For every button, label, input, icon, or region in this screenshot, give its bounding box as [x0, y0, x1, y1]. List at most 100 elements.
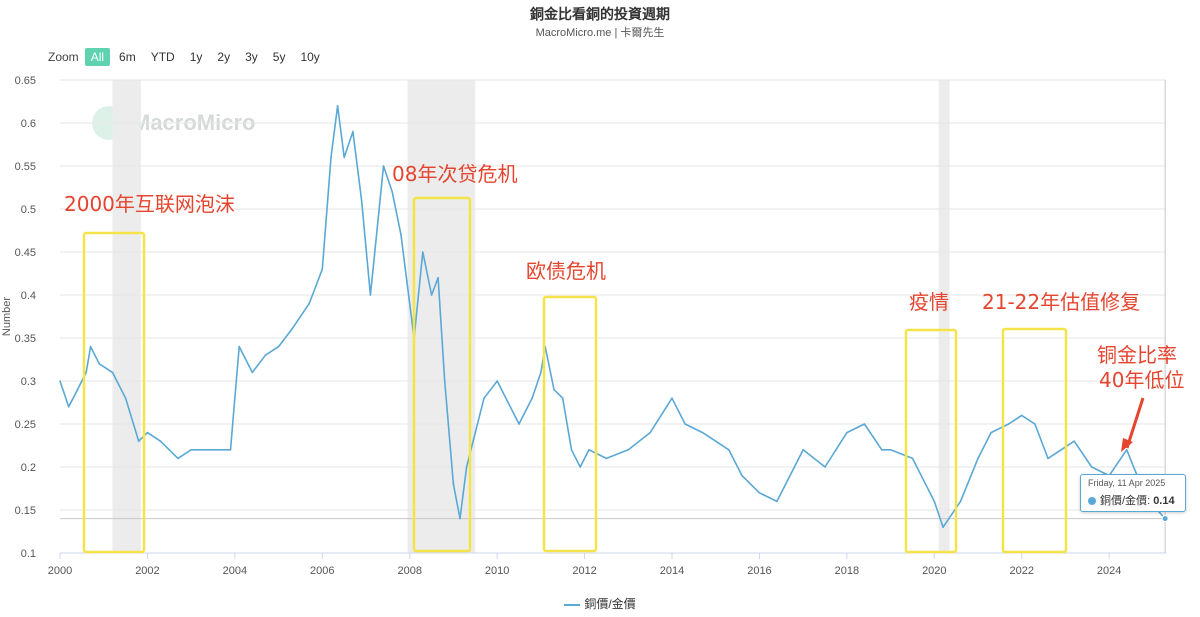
annotation-label: 21-22年估值修复 [982, 290, 1140, 314]
data-point [146, 431, 149, 434]
data-point [177, 457, 179, 460]
y-tick-label: 0.65 [15, 75, 36, 87]
data-point [59, 380, 61, 382]
zoom-ytd-button[interactable]: YTD [150, 50, 175, 64]
annotation-label: 疫情 [909, 290, 949, 314]
annotation-label: 2000年互联网泡沫 [64, 192, 235, 216]
data-point [741, 474, 743, 477]
x-tick-label: 2004 [223, 565, 247, 577]
x-tick-label: 2012 [572, 565, 596, 577]
data-point [671, 397, 673, 400]
annotation-box [82, 231, 146, 554]
annotation-label: 欧债危机 [526, 259, 606, 283]
annotation-box [904, 328, 958, 554]
data-point [373, 251, 376, 253]
zoom-2y-button[interactable]: 2y [217, 50, 231, 64]
data-point [330, 156, 332, 159]
annotation-label: 08年次贷危机 [392, 162, 517, 186]
data-point [308, 302, 310, 305]
tooltip-series-dot-icon [1088, 497, 1096, 506]
data-point [238, 345, 241, 348]
annotation-box [1001, 327, 1068, 554]
data-point [443, 380, 446, 382]
data-point [483, 397, 485, 400]
data-point [212, 449, 214, 451]
x-tick-label: 2018 [835, 565, 859, 577]
x-tick-label: 2008 [397, 565, 421, 577]
data-point [863, 423, 866, 425]
data-point [561, 397, 564, 400]
zoom-6m-button[interactable]: 6m [119, 50, 136, 64]
data-point [793, 466, 796, 468]
data-point [570, 449, 573, 451]
y-tick-label: 0.1 [21, 548, 36, 560]
data-point [465, 466, 468, 468]
data-point [1125, 449, 1128, 451]
annotation-arrow [1125, 397, 1145, 449]
data-point [159, 440, 162, 443]
annotation-box [412, 196, 472, 553]
data-point [846, 431, 848, 434]
data-point [190, 449, 192, 451]
legend-label: 銅價/金價 [584, 597, 636, 611]
data-point [459, 517, 461, 520]
data-point [933, 500, 936, 503]
tooltip-line: 銅價/金價: 0.14 [1088, 492, 1175, 508]
data-point [437, 277, 439, 279]
chart-title: 銅金比看銅的投資週期 [530, 6, 670, 22]
zoom-label: Zoom [48, 50, 79, 64]
data-point [98, 363, 101, 365]
data-point [509, 406, 512, 408]
zoom-3y-button[interactable]: 3y [245, 50, 258, 64]
data-point [518, 423, 520, 425]
data-point [714, 440, 717, 443]
data-point [336, 105, 339, 107]
data-point [360, 199, 363, 202]
data-point [776, 500, 778, 503]
y-tick-label: 0.25 [15, 419, 36, 431]
data-point [67, 406, 70, 408]
x-tick-label: 2006 [310, 565, 334, 577]
data-point [137, 440, 140, 443]
data-point [430, 294, 433, 296]
tooltip-value: 0.14 [1153, 495, 1175, 507]
legend[interactable]: 銅價/金價 [0, 595, 1200, 612]
series-line [59, 105, 1166, 528]
data-point [1060, 449, 1062, 451]
data-point [889, 449, 892, 451]
x-tick-label: 2000 [48, 565, 72, 577]
chart-subtitle: MacroMicro.me | 卡爾先生 [535, 27, 665, 39]
recession-band [112, 80, 141, 553]
data-point [758, 492, 761, 494]
data-point [124, 397, 127, 400]
y-tick-label: 0.15 [15, 505, 36, 517]
data-point [369, 294, 372, 296]
data-point [85, 371, 88, 374]
annotation-label: 40年低位 [1099, 368, 1184, 392]
data-point [924, 483, 927, 486]
annotation-arrowhead [1121, 438, 1133, 452]
data-point [990, 431, 992, 434]
data-point [343, 156, 345, 159]
data-point [382, 165, 385, 167]
data-point [553, 388, 555, 391]
zoom-all-button[interactable]: All [84, 48, 111, 66]
data-point [531, 397, 533, 400]
x-tick-label: 2014 [660, 565, 684, 577]
data-point [1047, 457, 1049, 460]
highlight-point [1161, 515, 1169, 523]
data-point [111, 371, 114, 374]
zoom-1y-button[interactable]: 1y [189, 50, 203, 64]
x-tick-label: 2022 [1009, 565, 1033, 577]
data-point [977, 457, 979, 460]
zoom-5y-button[interactable]: 5y [272, 50, 286, 64]
tooltip-date: Friday, 11 Apr 2025 [1088, 478, 1166, 488]
data-point [588, 449, 590, 451]
data-point [391, 191, 394, 193]
data-point [277, 345, 280, 348]
data-point [605, 457, 608, 460]
data-point [422, 251, 424, 253]
data-point [76, 388, 79, 391]
zoom-10y-button[interactable]: 10y [300, 50, 320, 64]
data-point [406, 285, 409, 288]
